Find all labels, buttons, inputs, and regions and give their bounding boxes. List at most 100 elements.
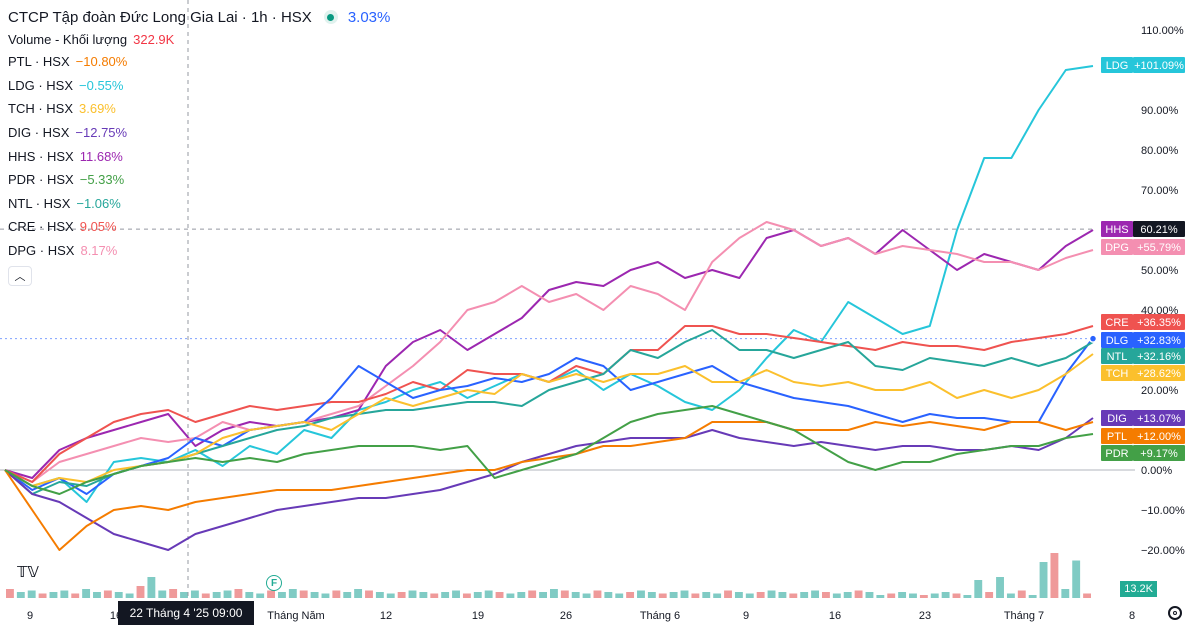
series-line-dlg[interactable]	[4, 337, 1094, 495]
series-line-pdr[interactable]	[4, 405, 1094, 495]
series-tag-name: PTL	[1107, 431, 1127, 443]
volume-bar	[332, 590, 341, 598]
series-line-dig[interactable]	[4, 417, 1094, 551]
series-tag-value: +32.16%	[1137, 351, 1181, 363]
series-line-ntl[interactable]	[4, 329, 1094, 495]
volume-bar	[637, 590, 645, 598]
x-tick-label: 8	[1129, 610, 1135, 622]
volume-bar	[571, 592, 580, 598]
volume-bar	[702, 592, 711, 598]
volume-bar	[539, 592, 547, 598]
volume-bar	[430, 593, 439, 598]
volume-bar	[60, 590, 69, 598]
volume-bar	[658, 593, 667, 598]
volume-value: 322.9K	[133, 31, 175, 47]
comparison-row[interactable]: DPG · HSX 8.17%	[8, 239, 390, 263]
series-line-hhs[interactable]	[4, 229, 1094, 479]
volume-bar	[615, 593, 624, 598]
series-tag-value-bg	[1133, 445, 1185, 461]
volume-bar	[299, 590, 308, 598]
volume-bar	[452, 590, 460, 598]
series-tag-ldg: LDG +101.09%	[1101, 57, 1185, 73]
y-tick-label: 80.00%	[1141, 145, 1179, 157]
symbol-header[interactable]: CTCP Tập đoàn Đức Long Gia Lai · 1h · HS…	[8, 6, 390, 28]
series-line-dpg[interactable]	[4, 221, 1094, 483]
series-tag-name: DPG	[1105, 242, 1129, 254]
volume-bar	[745, 593, 754, 598]
series-tag-name-bg	[1101, 365, 1133, 381]
volume-bar	[963, 595, 972, 598]
series-tag-value: +36.35%	[1137, 317, 1181, 329]
comparison-row[interactable]: CRE · HSX 9.05%	[8, 215, 390, 239]
fundamentals-marker[interactable]: F	[266, 575, 282, 591]
volume-bar	[223, 590, 232, 598]
comparison-symbol: PDR · HSX	[8, 172, 74, 188]
volume-bar	[691, 593, 700, 598]
series-tag-name: PDR	[1105, 448, 1128, 460]
x-tick-label: 16	[829, 610, 841, 622]
volume-axis-tag: 13.2K	[1120, 581, 1157, 597]
volume-legend[interactable]: Volume - Khối lượng 322.9K	[8, 28, 390, 50]
series-tag-value-bg	[1133, 428, 1185, 444]
x-tick-label: 9	[743, 610, 749, 622]
chevron-up-icon[interactable]: ︿	[8, 266, 32, 287]
volume-bar	[528, 590, 537, 598]
volume-bar	[495, 592, 504, 598]
series-line-ptl[interactable]	[4, 421, 1094, 551]
volume-bar	[724, 590, 732, 598]
series-tag-name: CRE	[1105, 317, 1128, 329]
comparison-row[interactable]: DIG · HSX −12.75%	[8, 121, 390, 145]
x-tick-label: Tháng 7	[1004, 610, 1044, 622]
series-tag-name-bg	[1101, 314, 1133, 330]
x-tick-label: 23	[919, 610, 931, 622]
series-tag-ntl: NTL +32.16%	[1101, 348, 1185, 364]
comparison-change: 9.05%	[79, 219, 117, 235]
volume-bar	[506, 593, 515, 598]
gear-icon[interactable]	[1168, 606, 1182, 620]
comparison-row[interactable]: NTL · HSX −1.06%	[8, 192, 390, 216]
tradingview-logo-icon[interactable]: 𝕋𝕍	[17, 564, 40, 581]
series-tag-value: 60.21%	[1140, 224, 1178, 236]
comparison-row[interactable]: PDR · HSX −5.33%	[8, 168, 390, 192]
volume-bar	[669, 592, 678, 598]
series-tag-value-bg	[1133, 239, 1185, 255]
volume-bar	[800, 592, 809, 598]
volume-bar	[1072, 560, 1081, 598]
comparison-row[interactable]: PTL · HSX −10.80%	[8, 50, 390, 74]
symbol-title[interactable]: CTCP Tập đoàn Đức Long Gia Lai · 1h · HS…	[8, 8, 312, 26]
volume-bar	[626, 592, 635, 598]
volume-bar	[865, 592, 874, 598]
volume-bar	[245, 592, 254, 598]
volume-bar	[974, 580, 983, 598]
comparison-row[interactable]: LDG · HSX −0.55%	[8, 74, 390, 98]
volume-bar	[930, 593, 939, 598]
volume-bar	[82, 589, 91, 598]
volume-bar	[462, 593, 471, 598]
comparison-row[interactable]: TCH · HSX 3.69%	[8, 97, 390, 121]
volume-bar	[1006, 593, 1015, 598]
volume-bar	[996, 577, 1004, 598]
comparison-symbol: PTL · HSX	[8, 54, 70, 70]
comparison-row[interactable]: HHS · HSX 11.68%	[8, 144, 390, 168]
volume-bar	[811, 590, 819, 598]
volume-bar	[310, 592, 319, 598]
series-tag-tch: TCH +28.62%	[1101, 365, 1185, 381]
volume-bar	[1039, 562, 1048, 598]
volume-bar	[201, 593, 210, 598]
volume-bar	[822, 592, 830, 598]
series-tag-value-bg	[1133, 221, 1185, 237]
comparison-symbol: DPG · HSX	[8, 243, 75, 259]
volume-bar	[288, 589, 297, 598]
comparison-symbol: TCH · HSX	[8, 101, 73, 117]
volume-bar	[1050, 553, 1059, 598]
series-line-tch[interactable]	[4, 353, 1094, 487]
volume-bar	[212, 592, 221, 598]
volume-bar	[876, 595, 885, 598]
volume-bar	[767, 590, 776, 598]
series-tag-cre: CRE +36.35%	[1101, 314, 1185, 330]
series-tag-value-bg	[1133, 410, 1185, 426]
comparison-change: −0.55%	[79, 77, 124, 93]
comparison-change: −5.33%	[79, 172, 125, 188]
volume-bar	[713, 593, 722, 598]
